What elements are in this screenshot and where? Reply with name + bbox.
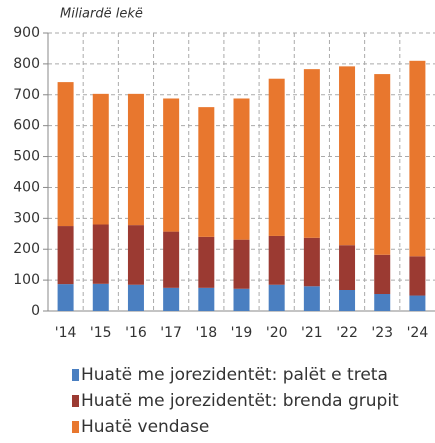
bar-segment xyxy=(409,60,426,257)
y-tick-label: 900 xyxy=(13,25,40,41)
legend-swatch xyxy=(72,395,79,407)
legend-label: Huatë me jorezidentët: palët e treta xyxy=(81,365,388,385)
x-tick-label: '20 xyxy=(266,325,288,341)
bar-segment xyxy=(198,107,215,237)
bar-segment xyxy=(374,294,391,311)
bar-segment xyxy=(163,98,180,232)
x-tick-label: '23 xyxy=(371,325,393,341)
bar-segment xyxy=(303,69,320,238)
bar-segment xyxy=(268,284,285,311)
bar-segment xyxy=(127,284,144,311)
x-tick-label: '16 xyxy=(125,325,147,341)
bar-segment xyxy=(268,235,285,285)
x-tick-label: '18 xyxy=(195,325,217,341)
x-tick-label: '15 xyxy=(90,325,112,341)
y-tick-label: 300 xyxy=(13,210,40,226)
legend-swatch xyxy=(72,421,79,433)
y-tick-label: 200 xyxy=(13,241,40,257)
y-tick-label: 800 xyxy=(13,56,40,72)
bar-segment xyxy=(409,295,426,311)
bar-segment xyxy=(198,236,215,288)
y-tick-label: 500 xyxy=(13,149,40,165)
y-tick-label: 100 xyxy=(13,272,40,288)
y-tick-label: 700 xyxy=(13,87,40,103)
legend-label: Huatë me jorezidentët: brenda grupit xyxy=(81,391,399,411)
y-tick-label: 0 xyxy=(31,303,40,319)
bar-segment xyxy=(339,66,356,246)
legend-swatch xyxy=(72,369,79,381)
x-tick-label: '17 xyxy=(160,325,182,341)
bar-segment xyxy=(233,239,250,289)
y-axis-label: Miliardë lekë xyxy=(60,7,143,22)
x-tick-label: '24 xyxy=(407,325,429,341)
bar-segment xyxy=(57,284,74,311)
bar-segment xyxy=(374,254,391,295)
bar-segment xyxy=(268,78,285,236)
bar-segment xyxy=(339,289,356,311)
x-tick-label: '22 xyxy=(336,325,358,341)
y-tick-label: 600 xyxy=(13,118,40,134)
bar-segment xyxy=(57,82,74,227)
bar-segment xyxy=(303,286,320,311)
bar-segment xyxy=(233,288,250,311)
bar-segment xyxy=(409,256,426,296)
bar-segment xyxy=(92,283,109,311)
legend-label: Huatë vendase xyxy=(81,417,209,437)
bar-segment xyxy=(303,237,320,287)
bar-segment xyxy=(127,93,144,226)
x-tick-label: '19 xyxy=(231,325,253,341)
bar-segment xyxy=(198,287,215,311)
bar-segment xyxy=(163,287,180,311)
x-tick-label: '14 xyxy=(55,325,77,341)
bar-segment xyxy=(374,74,391,255)
bar-segment xyxy=(92,93,109,225)
bar-segment xyxy=(163,231,180,288)
bar-segment xyxy=(57,226,74,285)
y-tick-label: 400 xyxy=(13,179,40,195)
bar-segment xyxy=(92,224,109,284)
x-tick-label: '21 xyxy=(301,325,323,341)
bar-segment xyxy=(339,245,356,290)
bar-segment xyxy=(233,98,250,240)
bar-segment xyxy=(127,225,144,285)
